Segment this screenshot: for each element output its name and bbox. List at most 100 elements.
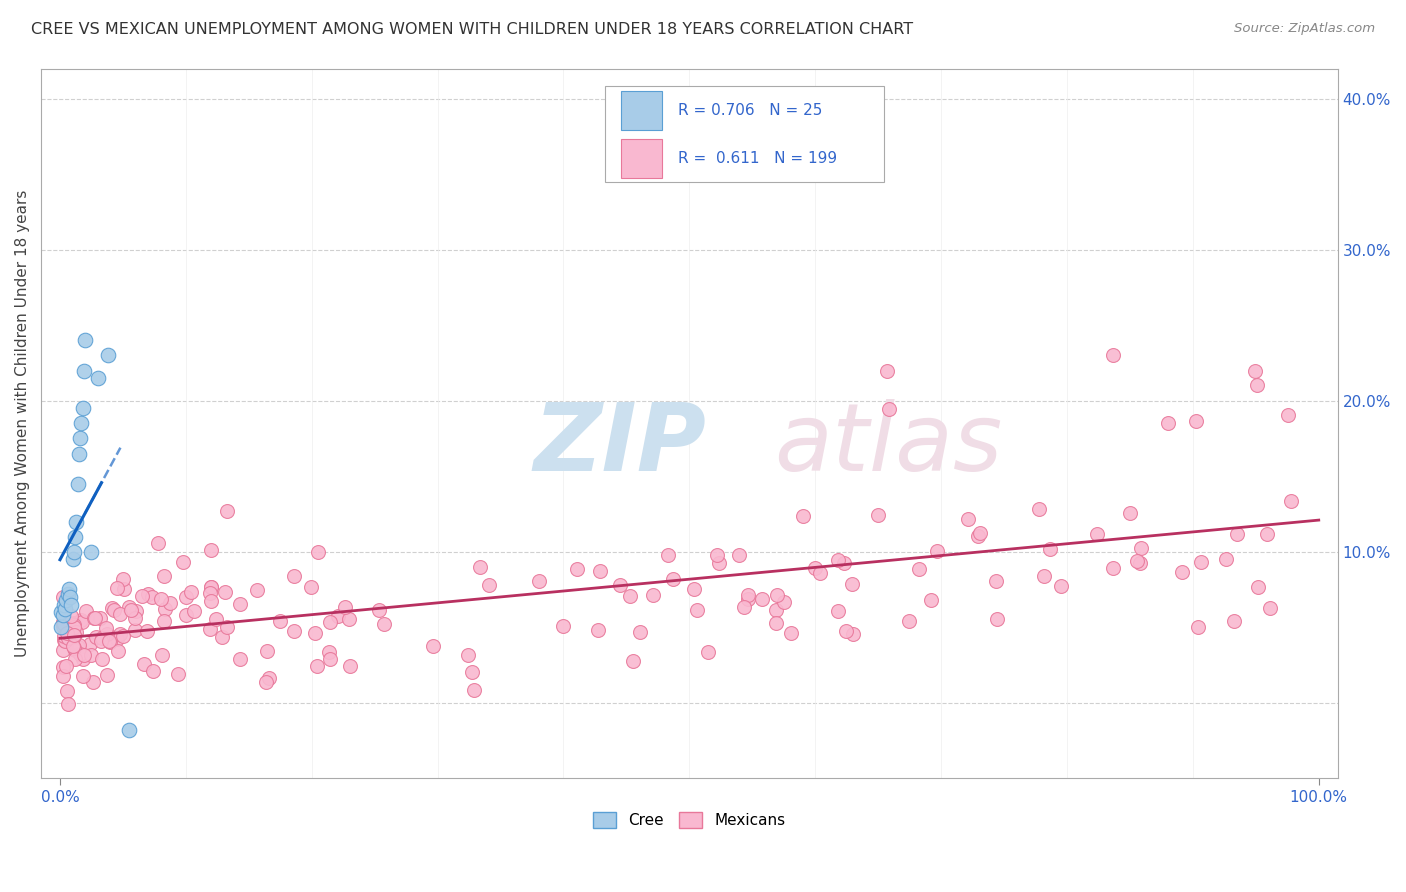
Point bbox=[461, 665, 484, 679]
Point bbox=[367, 602, 389, 616]
Point bbox=[1125, 554, 1147, 568]
Point bbox=[1277, 408, 1299, 422]
Point bbox=[319, 615, 342, 629]
Point bbox=[73, 363, 96, 377]
Point bbox=[733, 599, 755, 614]
Point bbox=[63, 530, 86, 544]
Point bbox=[141, 590, 163, 604]
Point bbox=[373, 617, 395, 632]
Point bbox=[83, 611, 105, 625]
Point bbox=[65, 515, 87, 529]
Point bbox=[52, 633, 75, 648]
Point bbox=[927, 544, 949, 558]
Point bbox=[51, 616, 73, 631]
Point bbox=[808, 566, 831, 580]
Point bbox=[66, 476, 89, 491]
Point bbox=[737, 592, 759, 607]
Point bbox=[792, 509, 814, 524]
Point bbox=[697, 645, 720, 659]
Point bbox=[60, 617, 83, 632]
Point bbox=[52, 598, 75, 612]
Point bbox=[1247, 580, 1270, 594]
Point bbox=[60, 598, 83, 612]
Point bbox=[105, 581, 128, 595]
Point bbox=[120, 603, 142, 617]
Point bbox=[422, 639, 444, 653]
Point bbox=[868, 508, 890, 523]
Point bbox=[766, 588, 789, 602]
Point bbox=[328, 608, 350, 623]
Point bbox=[307, 545, 329, 559]
Point bbox=[662, 572, 685, 586]
Point bbox=[269, 614, 291, 628]
Point bbox=[211, 630, 233, 644]
Point bbox=[1028, 501, 1050, 516]
Point bbox=[89, 610, 111, 624]
Point bbox=[1184, 413, 1206, 427]
Point bbox=[83, 610, 105, 624]
Point bbox=[65, 625, 87, 640]
Point bbox=[1258, 601, 1281, 615]
Point bbox=[51, 642, 73, 657]
Point bbox=[67, 446, 90, 460]
Point bbox=[643, 588, 665, 602]
Point bbox=[283, 569, 305, 583]
Point bbox=[62, 628, 84, 642]
Point bbox=[619, 589, 641, 603]
Point bbox=[80, 545, 103, 559]
Y-axis label: Unemployment Among Women with Children Under 18 years: Unemployment Among Women with Children U… bbox=[15, 190, 30, 657]
Point bbox=[609, 577, 631, 591]
Point bbox=[63, 629, 86, 643]
Point bbox=[657, 548, 679, 562]
Point bbox=[256, 644, 278, 658]
Point bbox=[969, 526, 991, 541]
Point bbox=[108, 627, 131, 641]
Point bbox=[1170, 565, 1192, 579]
Point bbox=[118, 723, 141, 737]
Point bbox=[73, 648, 96, 662]
Point bbox=[87, 371, 110, 385]
Point bbox=[765, 602, 787, 616]
Point bbox=[835, 624, 858, 639]
Point bbox=[56, 631, 79, 645]
Point bbox=[683, 582, 706, 597]
Point bbox=[299, 580, 322, 594]
Point bbox=[780, 625, 803, 640]
Point bbox=[967, 529, 990, 543]
Point bbox=[1256, 526, 1278, 541]
Point bbox=[183, 604, 205, 618]
Point bbox=[96, 627, 118, 641]
Point bbox=[827, 604, 849, 618]
Point bbox=[56, 626, 79, 640]
Point bbox=[728, 548, 751, 562]
Point bbox=[1038, 542, 1060, 557]
Point bbox=[84, 631, 107, 645]
Point bbox=[1033, 569, 1056, 583]
Point bbox=[58, 582, 80, 597]
Legend: Cree, Mexicans: Cree, Mexicans bbox=[588, 806, 792, 834]
Point bbox=[58, 698, 80, 712]
Point bbox=[150, 591, 173, 606]
Point bbox=[56, 684, 79, 698]
Point bbox=[986, 612, 1008, 626]
Point bbox=[463, 683, 485, 698]
Point bbox=[98, 634, 121, 648]
Point bbox=[877, 402, 900, 417]
Point bbox=[706, 548, 728, 562]
Point bbox=[876, 363, 898, 377]
Point bbox=[707, 556, 730, 570]
Point bbox=[114, 582, 136, 597]
Point bbox=[63, 545, 86, 559]
Bar bbox=[620, 138, 662, 178]
Point bbox=[69, 432, 91, 446]
Point bbox=[72, 615, 94, 629]
Point bbox=[124, 623, 146, 637]
Point bbox=[1102, 348, 1125, 362]
Point bbox=[304, 625, 326, 640]
Point bbox=[125, 604, 148, 618]
Point bbox=[200, 593, 222, 607]
Point bbox=[152, 648, 174, 662]
Point bbox=[335, 600, 357, 615]
Point bbox=[75, 334, 97, 348]
Point bbox=[200, 580, 222, 594]
